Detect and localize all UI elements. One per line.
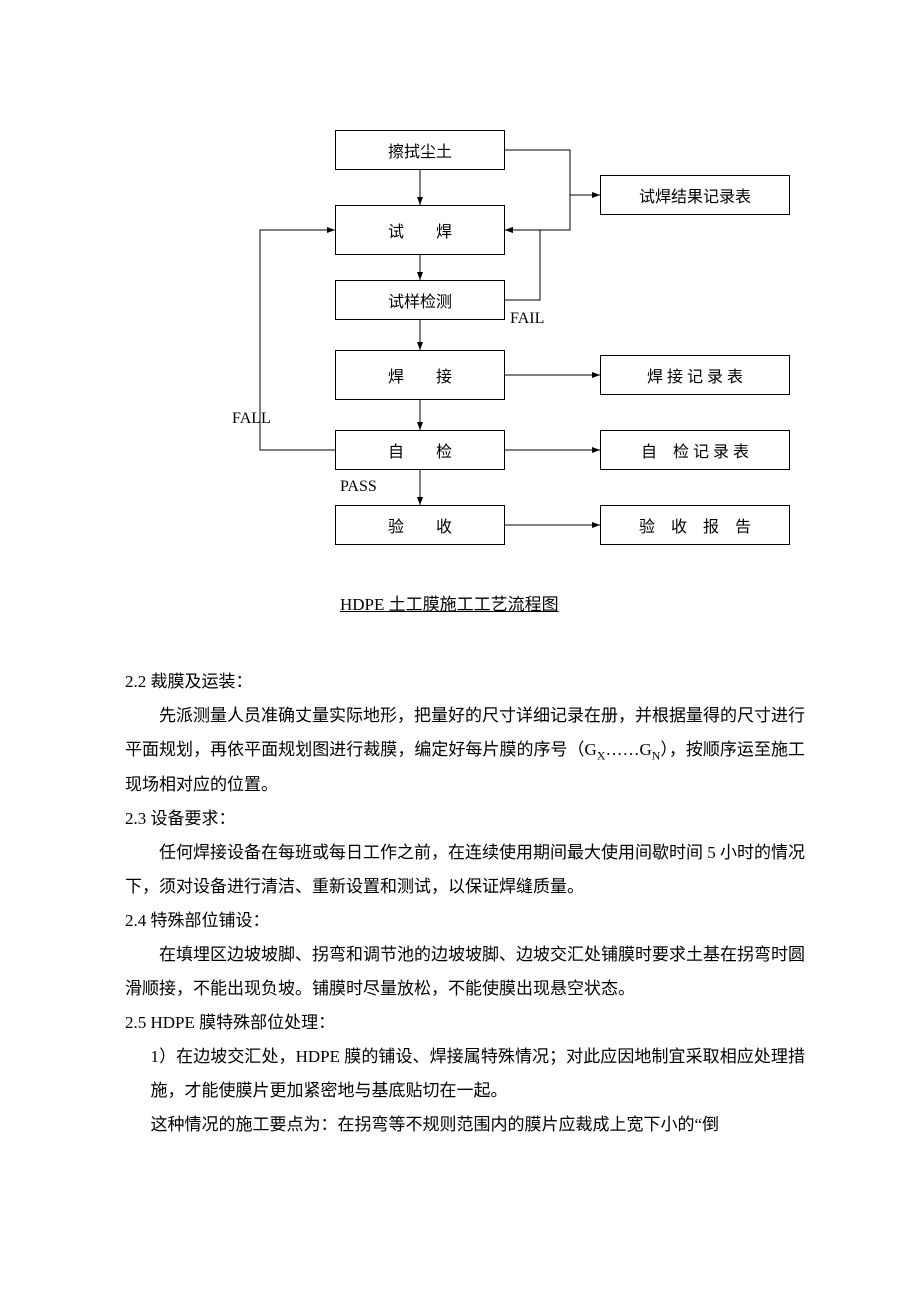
flowchart-caption: HDPE 土工膜施工工艺流程图 [340, 590, 559, 615]
flow-node-n2: 试 焊 [335, 205, 505, 255]
flow-node-r2: 焊 接 记 录 表 [600, 355, 790, 395]
para-2-5-1: 1）在边坡交汇处，HDPE 膜的铺设、焊接属特殊情况；对此应因地制宜采取相应处理… [125, 1040, 805, 1108]
flow-node-r4: 验 收 报 告 [600, 505, 790, 545]
flow-node-n4: 焊 接 [335, 350, 505, 400]
heading-2-3: 2.3 设备要求： [125, 802, 805, 836]
heading-2-5: 2.5 HDPE 膜特殊部位处理： [125, 1006, 805, 1040]
edge-label: PASS [340, 478, 377, 496]
para-2-5-2: 这种情况的施工要点为：在拐弯等不规则范围内的膜片应裁成上宽下小的“倒 [125, 1108, 805, 1142]
flow-node-n3: 试样检测 [335, 280, 505, 320]
edge-label: FAIL [510, 310, 544, 328]
text: ……G [605, 740, 651, 759]
flow-node-n5: 自 检 [335, 430, 505, 470]
heading-2-4: 2.4 特殊部位铺设： [125, 904, 805, 938]
heading-2-2: 2.2 裁膜及运装： [125, 665, 805, 699]
flow-node-n1: 擦拭尘土 [335, 130, 505, 170]
flow-node-r1: 试焊结果记录表 [600, 175, 790, 215]
flow-node-r3: 自 检 记 录 表 [600, 430, 790, 470]
para-2-3: 任何焊接设备在每班或每日工作之前，在连续使用期间最大使用间歇时间 5 小时的情况… [125, 836, 805, 904]
para-2-4: 在填埋区边坡坡脚、拐弯和调节池的边坡坡脚、边坡交汇处铺膜时要求土基在拐弯时圆滑顺… [125, 938, 805, 1006]
page: 擦拭尘土试 焊试样检测焊 接自 检验 收 试焊结果记录表焊 接 记 录 表自 检 … [0, 0, 920, 1302]
para-2-2: 先派测量人员准确丈量实际地形，把量好的尺寸详细记录在册，并根据量得的尺寸进行平面… [125, 699, 805, 802]
edge-label: FALL [232, 410, 271, 428]
section-2-2: 2.2 裁膜及运装： 先派测量人员准确丈量实际地形，把量好的尺寸详细记录在册，并… [125, 665, 805, 1142]
flow-node-n6: 验 收 [335, 505, 505, 545]
